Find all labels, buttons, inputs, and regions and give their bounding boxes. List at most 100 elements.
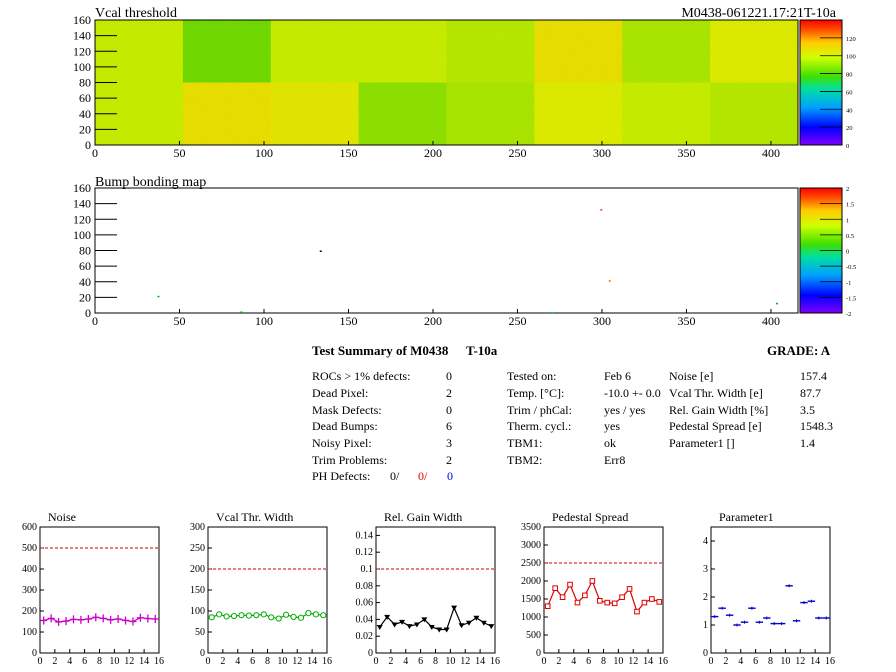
data-point (376, 624, 383, 630)
colorbar-tick-label: 0.5 (846, 233, 854, 240)
y-tick-label: 1500 (521, 594, 541, 605)
ph-defects-value-3: 0 (447, 469, 453, 483)
data-point (216, 611, 223, 618)
colorbar-tick-label: 80 (846, 72, 853, 79)
data-point (626, 586, 633, 592)
summary-middle-label: TBM2: (507, 453, 543, 467)
series-line (379, 605, 492, 631)
y-tick-label: 3500 (521, 522, 541, 533)
x-tick-label: 0 (38, 656, 43, 667)
colorbar-tick-label: 20 (846, 125, 853, 132)
x-tick-label: 6 (586, 656, 591, 667)
y-tick-label: 0.08 (356, 581, 374, 592)
data-point (443, 627, 450, 633)
data-point (245, 612, 253, 619)
y-tick-label: 0.12 (356, 547, 374, 558)
summary-left-value: 0 (446, 402, 452, 417)
data-point (436, 627, 443, 633)
x-tick-label: 16 (154, 656, 164, 667)
x-tick-label: 8 (601, 656, 606, 667)
x-tick-label: 16 (825, 656, 835, 667)
data-point (297, 614, 305, 621)
x-tick-label: 300 (593, 314, 611, 328)
chart-title: Noise (48, 510, 76, 524)
y-tick-label: 140 (73, 197, 91, 211)
summary-right-label: Vcal Thr. Width [e] (669, 385, 763, 400)
data-point (275, 615, 282, 622)
x-tick-label: 100 (255, 314, 273, 328)
colorbar-tick-label: 120 (846, 36, 856, 43)
summary-test-id: T-10a (466, 343, 498, 358)
y-tick-label: 0 (536, 648, 541, 659)
data-point (399, 619, 406, 625)
summary-right-value: 1548.3 (800, 419, 833, 434)
x-tick-label: 6 (250, 656, 255, 667)
y-tick-label: 2000 (521, 576, 541, 587)
x-tick-label: 10 (109, 656, 119, 667)
data-point (92, 613, 100, 622)
colorbar-tick-label: 40 (846, 107, 853, 114)
x-tick-label: 16 (322, 656, 332, 667)
data-point (604, 599, 611, 606)
y-tick-label: 0 (368, 648, 373, 659)
x-tick-label: 6 (753, 656, 758, 667)
ph-defects-label: PH Defects: (312, 469, 371, 483)
data-point (290, 613, 297, 620)
data-point (480, 620, 487, 626)
data-point (107, 615, 115, 624)
x-tick-label: 50 (173, 146, 185, 160)
x-tick-label: 350 (677, 146, 695, 160)
data-point (391, 622, 398, 628)
data-point (253, 612, 260, 619)
data-point (582, 592, 588, 599)
colorbar-tick-label: -0.5 (846, 264, 856, 271)
y-tick-label: 60 (79, 259, 91, 273)
x-tick-label: 4 (403, 656, 408, 667)
x-tick-label: 14 (643, 656, 653, 667)
summary-left-label: Dead Pixel: (312, 385, 369, 400)
summary-left-label: ROCs > 1% defects: (312, 369, 411, 383)
data-point (488, 624, 495, 630)
x-tick-label: 0 (92, 314, 98, 328)
x-tick-label: 150 (339, 146, 357, 160)
y-tick-label: 0.1 (361, 564, 374, 575)
y-tick-label: 160 (73, 181, 91, 195)
vcal-title: Vcal threshold (95, 6, 177, 21)
x-tick-label: 250 (508, 314, 526, 328)
colorbar-tick-label: -1.5 (846, 295, 856, 302)
x-tick-label: 2 (556, 656, 561, 667)
x-tick-label: 6 (418, 656, 423, 667)
colorbar-tick-label: 1 (846, 217, 849, 224)
x-tick-label: 2 (220, 656, 225, 667)
colorbar-tick-label: 0 (846, 249, 849, 256)
colorbar-tick-label: 1.5 (846, 202, 854, 209)
summary-left-label: Noisy Pixel: (312, 436, 372, 451)
x-tick-label: 50 (173, 314, 185, 328)
data-point (458, 623, 465, 629)
summary-middle-value: Feb 6 (604, 369, 631, 383)
x-tick-label: 4 (571, 656, 576, 667)
data-point (62, 617, 70, 626)
summary-right-value: 157.4 (800, 369, 827, 383)
data-point (305, 610, 312, 617)
summary-middle-label: Temp. [°C]: (507, 385, 565, 400)
data-point (282, 611, 290, 618)
data-point (136, 613, 144, 622)
colorbar-tick-label: 100 (846, 54, 856, 61)
ph-defects-value-2: 0/ (418, 469, 428, 483)
colorbar-tick-label: 60 (846, 89, 853, 96)
summary-left-value: 3 (446, 436, 452, 451)
data-point (649, 596, 655, 602)
summary-right-value: 1.4 (800, 436, 815, 451)
x-tick-label: 10 (277, 656, 287, 667)
x-tick-label: 4 (235, 656, 240, 667)
x-tick-label: 250 (508, 146, 526, 160)
bump-colorbar: -2 -1.5 -1 -0.5 0 0.5 1 1.5 2 (799, 186, 856, 318)
summary-left-value: 2 (446, 385, 452, 400)
colorbar-tick-label: -2 (846, 311, 851, 318)
summary-middle-label: Therm. cycl.: (507, 419, 572, 434)
data-point (122, 616, 130, 625)
data-point (40, 616, 48, 625)
